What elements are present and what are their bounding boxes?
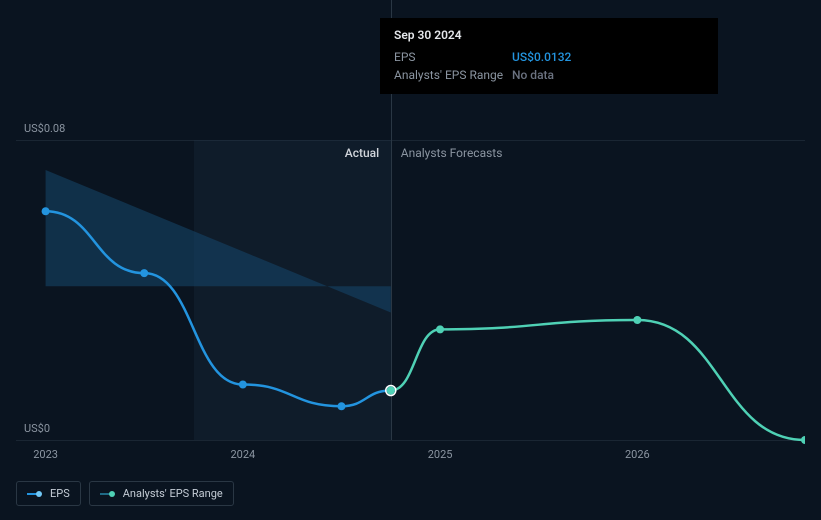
- x-tick-label: 2025: [428, 448, 453, 461]
- legend-marker-icon: [100, 491, 115, 497]
- forecast-label: Analysts Forecasts: [401, 146, 503, 160]
- tooltip: Sep 30 2024 EPS US$0.0132 Analysts' EPS …: [380, 18, 718, 94]
- y-tick-label: US$0: [24, 422, 50, 435]
- x-tick-label: 2023: [33, 448, 58, 461]
- legend-marker-icon: [27, 491, 42, 497]
- tooltip-label: EPS: [394, 50, 512, 64]
- x-tick-label: 2024: [230, 448, 255, 461]
- tooltip-label: Analysts' EPS Range: [394, 68, 512, 82]
- tooltip-row: Analysts' EPS Range No data: [394, 66, 704, 84]
- legend-item-eps[interactable]: EPS: [16, 481, 81, 506]
- legend-item-range[interactable]: Analysts' EPS Range: [89, 481, 234, 506]
- y-tick-label: US$0.08: [24, 122, 65, 135]
- x-tick-label: 2026: [625, 448, 650, 461]
- tooltip-date: Sep 30 2024: [394, 28, 704, 42]
- actual-label: Actual: [345, 146, 379, 160]
- tooltip-value: US$0.0132: [512, 50, 571, 64]
- tooltip-value: No data: [512, 68, 554, 82]
- legend: EPS Analysts' EPS Range: [16, 481, 234, 506]
- legend-label: Analysts' EPS Range: [123, 487, 223, 500]
- tooltip-row: EPS US$0.0132: [394, 48, 704, 66]
- legend-label: EPS: [50, 487, 70, 500]
